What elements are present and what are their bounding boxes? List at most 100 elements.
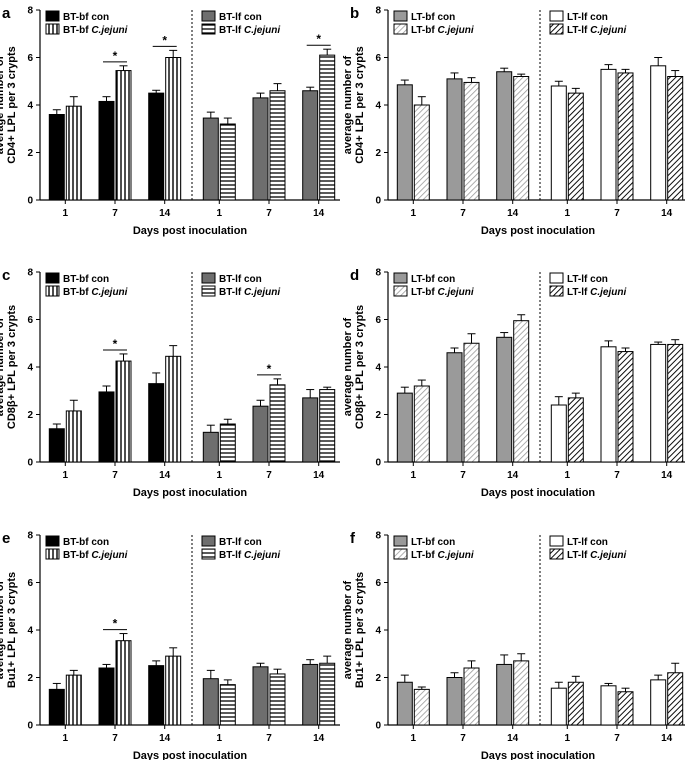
bar [496,336,513,463]
y-tick-label: 8 [27,6,33,17]
legend-label: BT-bf con [63,12,109,23]
legend-label: LT-lf C.jejuni [567,25,626,36]
legend-swatch [549,272,564,284]
significance-label: * [267,362,272,376]
y-tick-label: 2 [375,148,381,159]
y-tick-label: 6 [375,53,381,64]
legend-swatch [393,285,408,297]
legend-swatch [45,285,60,297]
bar [600,68,617,201]
y-axis-label: average number of [342,55,354,154]
y-tick-label: 8 [375,6,381,17]
legend-label: LT-lf C.jejuni [567,287,626,298]
legend-swatch [45,548,60,560]
panel-a: a 0 2 4 6 8 average number of CD4+ LPL per 3 cr… [0,5,340,237]
y-tick-label: 2 [375,673,381,684]
legend-swatch [201,285,216,297]
legend-swatch [201,548,216,560]
bar [650,679,667,726]
x-tick-label: 1 [411,733,417,744]
bar [617,72,634,201]
bar [98,667,115,726]
x-tick-label: 14 [507,208,519,219]
y-axis-label: Bu1+ LPL per 3 crypts [354,572,366,688]
bar [65,410,82,463]
x-tick-label: 1 [411,208,417,219]
legend-label: BT-bf C.jejuni [63,25,128,36]
bar [115,360,132,463]
bar [319,54,336,201]
legend-label: BT-lf C.jejuni [219,550,280,561]
significance-label: * [113,617,118,631]
y-axis-label: average number of [0,55,6,154]
y-tick-label: 2 [375,410,381,421]
bar [148,383,165,463]
x-tick-label: 14 [661,733,673,744]
bar [463,667,480,726]
y-tick-label: 0 [27,196,33,207]
x-tick-label: 14 [159,470,171,481]
x-tick-label: 7 [614,733,620,744]
bar [202,117,219,201]
bar [48,428,65,463]
y-tick-label: 8 [375,531,381,542]
bar [617,691,634,726]
legend-swatch [45,272,60,284]
bar [550,404,567,463]
y-tick-label: 4 [375,626,381,637]
legend-swatch [45,23,60,35]
bar [219,423,236,463]
panel-c: c 0 2 4 6 8 average number of CD8β+ LPL per 3 c… [0,267,340,499]
x-tick-label: 14 [313,470,325,481]
legend-label: BT-bf con [63,274,109,285]
bar [567,397,584,463]
legend-swatch [549,23,564,35]
legend-label: BT-lf con [219,12,262,23]
legend-label: BT-bf C.jejuni [63,287,128,298]
x-tick-label: 1 [63,733,69,744]
y-tick-label: 0 [375,721,381,732]
legend-label: BT-lf con [219,274,262,285]
bar [550,687,567,726]
bar [148,665,165,726]
x-tick-label: 7 [460,733,466,744]
legend-swatch [549,10,564,22]
x-axis-label: Days post inoculation [481,487,596,499]
x-tick-label: 14 [159,208,171,219]
bar [269,673,286,726]
bar [446,78,463,201]
bar [302,397,319,463]
y-tick-label: 6 [27,53,33,64]
y-axis-label: CD4+ LPL per 3 crypts [6,46,18,163]
legend-label: BT-lf con [219,537,262,548]
bar [463,342,480,463]
legend-label: BT-bf con [63,537,109,548]
y-tick-label: 0 [27,721,33,732]
bar [446,352,463,463]
legend-label: LT-lf con [567,274,608,285]
x-tick-label: 14 [507,470,519,481]
significance-label: * [113,337,118,351]
legend-label: LT-bf C.jejuni [411,550,474,561]
x-tick-label: 1 [565,208,571,219]
y-tick-label: 8 [27,268,33,279]
bar [413,104,430,201]
x-axis-label: Days post inoculation [133,750,248,760]
bar [650,65,667,201]
bar [115,640,132,726]
bar [48,688,65,726]
y-axis-label: CD8β+ LPL per 3 crypts [6,305,18,429]
y-tick-label: 0 [375,458,381,469]
significance-label: * [316,32,321,46]
y-tick-label: 0 [27,458,33,469]
bar [269,384,286,463]
y-axis-label: CD8β+ LPL per 3 crypts [354,305,366,429]
y-tick-label: 4 [375,101,381,112]
legend-swatch [393,535,408,547]
y-tick-label: 6 [375,315,381,326]
panel-letter: f [350,530,356,547]
x-tick-label: 14 [507,733,519,744]
x-tick-label: 14 [661,470,673,481]
y-tick-label: 2 [27,148,33,159]
panel-letter: b [350,5,359,22]
